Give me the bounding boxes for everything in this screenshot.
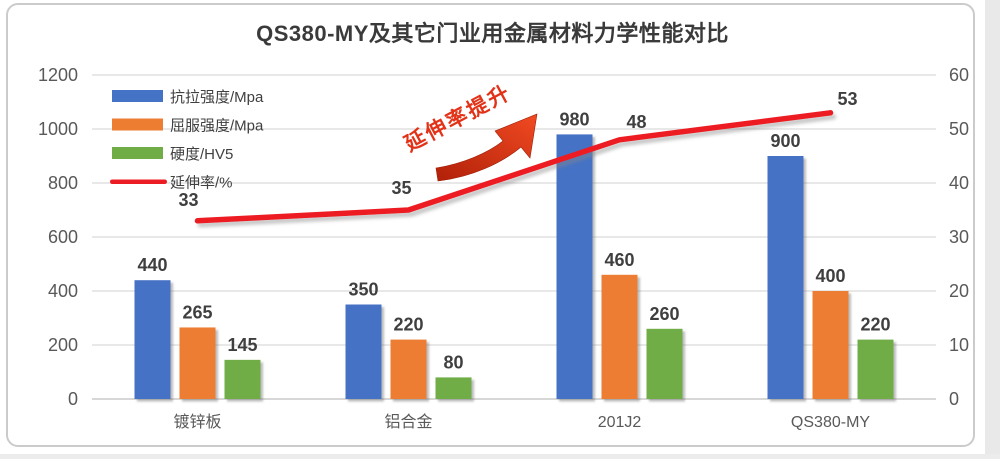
category-label: 201J2 bbox=[598, 414, 642, 431]
annotation: 延伸率提升 bbox=[400, 80, 538, 182]
right-axis-tick-label: 10 bbox=[949, 335, 969, 355]
legend-line-swatch bbox=[110, 179, 167, 184]
bar-value-label: 145 bbox=[227, 335, 257, 355]
bar-value-label: 265 bbox=[182, 302, 212, 322]
right-axis-tick-label: 20 bbox=[949, 281, 969, 301]
bar bbox=[435, 377, 472, 399]
bar bbox=[556, 134, 593, 399]
legend-item: 硬度/HV5 bbox=[112, 146, 233, 163]
right-axis-labels: 0 10 20 30 40 50 60 bbox=[949, 65, 969, 409]
bar bbox=[179, 327, 216, 399]
legend-item: 屈服强度/Mpa bbox=[112, 118, 264, 135]
left-axis-tick-label: 600 bbox=[48, 227, 78, 247]
right-axis-tick-label: 40 bbox=[949, 173, 969, 193]
left-axis-labels: 0 200 400 600 800 1000 1200 bbox=[38, 65, 78, 409]
bar-value-label: 900 bbox=[770, 131, 800, 151]
legend-item: 抗拉强度/Mpa bbox=[112, 89, 264, 106]
bar-value-label: 460 bbox=[604, 250, 634, 270]
legend-swatch bbox=[112, 118, 163, 131]
bar bbox=[224, 359, 261, 399]
bar-value-label: 350 bbox=[348, 280, 378, 300]
category-label: QS380-MY bbox=[791, 414, 870, 431]
bar-value-label: 260 bbox=[649, 304, 679, 324]
right-axis-tick-label: 60 bbox=[949, 65, 969, 85]
category-axis-labels: 镀锌板 铝合金 201J2 QS380-MY bbox=[173, 413, 870, 431]
line-value-label: 35 bbox=[391, 178, 411, 198]
bar-value-label: 980 bbox=[559, 109, 589, 129]
bar bbox=[857, 339, 894, 399]
elongation-line bbox=[194, 110, 834, 224]
bar-value-label: 80 bbox=[443, 352, 463, 372]
bar-value-label: 220 bbox=[393, 315, 423, 335]
bar bbox=[345, 304, 382, 399]
legend-label: 硬度/HV5 bbox=[170, 146, 233, 163]
bar bbox=[134, 280, 171, 399]
legend-label: 抗拉强度/Mpa bbox=[170, 89, 264, 106]
line-value-label: 48 bbox=[626, 112, 646, 132]
left-axis-tick-label: 800 bbox=[48, 173, 78, 193]
category-label: 铝合金 bbox=[384, 413, 432, 431]
legend-label: 屈服强度/Mpa bbox=[170, 118, 264, 135]
category-label: 镀锌板 bbox=[173, 413, 221, 431]
chart-title: QS380-MY及其它门业用金属材料力学性能对比 bbox=[256, 21, 729, 46]
right-axis-tick-label: 30 bbox=[949, 227, 969, 247]
left-axis-tick-label: 1000 bbox=[38, 119, 78, 139]
bar-value-label: 440 bbox=[137, 255, 167, 275]
bar bbox=[646, 328, 683, 399]
legend-swatch bbox=[112, 147, 163, 159]
left-axis-tick-label: 400 bbox=[48, 281, 78, 301]
left-axis-tick-label: 0 bbox=[68, 389, 78, 409]
bar-value-label: 220 bbox=[860, 315, 890, 335]
left-axis-tick-label: 1200 bbox=[38, 65, 78, 85]
legend-item: 延伸率/% bbox=[110, 175, 233, 192]
page-margin-right bbox=[985, 0, 1000, 459]
line-value-label: 33 bbox=[178, 190, 198, 210]
legend-label: 延伸率/% bbox=[170, 175, 233, 192]
right-axis-tick-label: 0 bbox=[949, 389, 959, 409]
legend: 抗拉强度/Mpa 屈服强度/Mpa 硬度/HV5 延伸率/% bbox=[110, 89, 264, 192]
left-axis-tick-label: 200 bbox=[48, 335, 78, 355]
bar-value-label: 400 bbox=[815, 266, 845, 286]
bars-group bbox=[134, 134, 894, 399]
right-axis-tick-label: 50 bbox=[949, 119, 969, 139]
line-value-label: 53 bbox=[837, 89, 857, 109]
page-margin-bottom bbox=[0, 454, 1000, 459]
bar bbox=[390, 339, 427, 399]
bar bbox=[767, 156, 804, 399]
legend-swatch bbox=[112, 90, 163, 102]
bar bbox=[812, 291, 849, 399]
annotation-arrow-icon bbox=[435, 113, 538, 182]
bar-value-labels: 440 265 145 350 220 80 980 460 260 900 400 220 bbox=[137, 109, 890, 372]
line-value-labels: 33 35 48 53 bbox=[178, 89, 857, 210]
bar bbox=[601, 274, 638, 399]
